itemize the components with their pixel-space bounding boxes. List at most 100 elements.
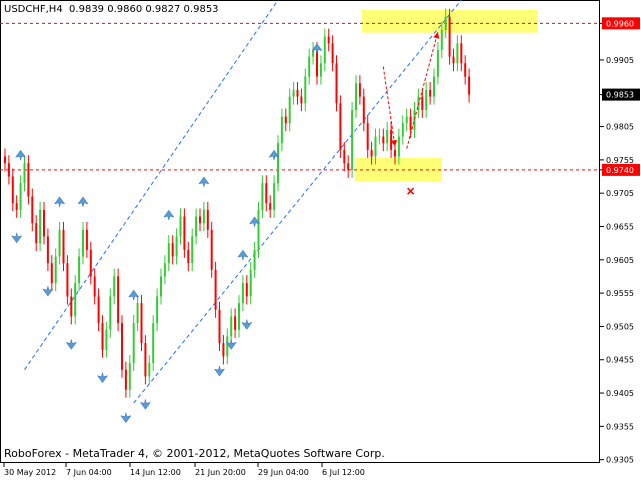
candle-body [327, 36, 330, 44]
candle-body [433, 76, 435, 97]
fractal-down-marker [65, 339, 77, 350]
candle-body [117, 276, 120, 324]
candle-body [343, 149, 346, 164]
candle-body [370, 149, 373, 157]
candle-body [210, 229, 213, 270]
candle-body [265, 183, 268, 204]
candle-body [54, 256, 57, 284]
y-tick-label: 0.9605 [606, 256, 634, 265]
y-tick-label: 0.9505 [606, 322, 634, 331]
candle-body [386, 129, 389, 144]
candle-body [15, 203, 18, 210]
candle-body [245, 283, 248, 297]
candle-body [292, 89, 295, 97]
forecast-arrow-line-0 [382, 66, 396, 147]
candle-body [195, 216, 198, 237]
candle-body [171, 243, 174, 257]
candle-body [101, 323, 104, 350]
fractal-up-marker [163, 209, 175, 221]
candle-body [464, 63, 467, 77]
fractal-up-marker [198, 176, 210, 187]
fractal-up-marker [311, 43, 323, 54]
candle-body [288, 96, 291, 124]
plot-frame [0, 0, 600, 463]
candle-body [109, 296, 112, 330]
candle-body [78, 256, 81, 284]
candle-body [74, 283, 77, 317]
candle-body [425, 89, 428, 110]
candle-body [280, 116, 283, 144]
candle-body [300, 96, 303, 104]
candle-body [351, 109, 354, 170]
candle-body [39, 209, 42, 244]
candle-body [144, 343, 147, 377]
candle-body [347, 163, 350, 170]
candle-body [378, 136, 381, 138]
candle-body [226, 336, 229, 357]
candle-body [222, 343, 225, 357]
candle-body [253, 249, 256, 270]
candle-body [401, 123, 404, 137]
candle-body [394, 149, 396, 157]
candle-body [456, 43, 459, 64]
candle-body [43, 209, 45, 237]
candle-body [156, 296, 159, 324]
ohlc-values: 0.9839 0.9860 0.9827 0.9853 [69, 4, 219, 15]
candle-body [319, 63, 322, 77]
candle-body [105, 329, 108, 350]
y-tick-label: 0.9853 [606, 91, 634, 100]
candle-body [230, 316, 233, 337]
channel-upper-line [24, 0, 279, 371]
candle-body [397, 136, 400, 157]
candle-body [421, 96, 424, 110]
candle-body [304, 76, 307, 104]
y-label-box [602, 88, 640, 101]
candle-body [7, 163, 10, 177]
candle-body [339, 103, 342, 150]
fractal-down-marker [139, 399, 151, 410]
y-tick-label: 0.9555 [606, 289, 634, 298]
y-tick-label: 0.9805 [606, 123, 634, 132]
candle-body [167, 243, 170, 264]
forecast-arrow-head-0 [391, 139, 398, 147]
candle-body [436, 49, 439, 77]
candle-body [249, 269, 252, 297]
candle-body [62, 229, 65, 264]
x-tick-label: 21 Jun 20:00 [195, 468, 246, 477]
candle-body [331, 43, 334, 64]
candle-body [85, 229, 88, 250]
candle-body [187, 249, 190, 264]
candle-body [238, 303, 240, 330]
fractal-down-marker [42, 286, 54, 297]
candle-body [429, 89, 432, 97]
candle-body [206, 209, 209, 230]
candle-body [136, 303, 139, 324]
candle-body [241, 283, 244, 304]
candle-body [152, 323, 155, 364]
fractal-up-marker [249, 216, 261, 227]
candle-body [366, 123, 369, 150]
candle-body [358, 83, 361, 97]
candle-body [468, 76, 471, 95]
candle-body [382, 136, 385, 144]
candle-body [183, 216, 186, 250]
candle-body [50, 263, 53, 284]
candle-body [46, 236, 49, 264]
fractal-up-marker [77, 196, 89, 207]
fractal-up-marker [268, 149, 280, 161]
candle-body [82, 229, 84, 257]
y-tick-label: 0.9405 [606, 389, 634, 398]
candle-body [124, 369, 127, 390]
candle-body [234, 316, 237, 330]
x-tick-label: 7 Jun 04:00 [66, 468, 112, 477]
fractal-down-marker [96, 372, 109, 384]
candle-body [362, 96, 365, 124]
candle-body [460, 43, 463, 64]
candle-body [296, 89, 299, 97]
x-tick-label: 14 Jun 12:00 [130, 468, 181, 477]
candle-body [257, 209, 260, 250]
fractal-down-marker [241, 319, 253, 330]
candle-body [35, 223, 38, 244]
candle-body [70, 296, 73, 317]
